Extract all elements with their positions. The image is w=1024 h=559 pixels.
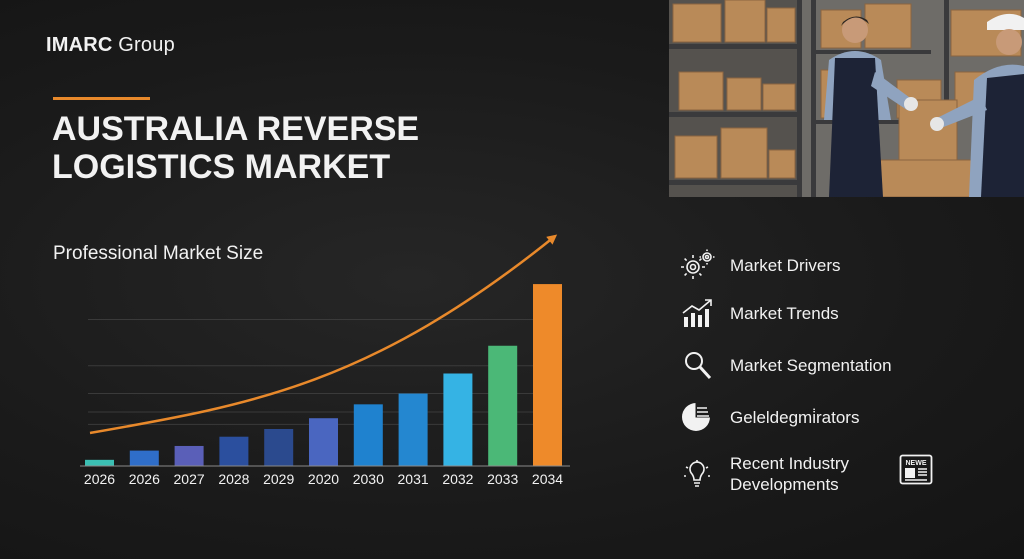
chart-bar xyxy=(488,345,518,466)
chart-bar xyxy=(129,450,159,466)
chart-bar xyxy=(443,373,473,466)
menu-item-label: Market Trends xyxy=(730,303,839,323)
menu-item-market-segmentation[interactable]: Market Segmentation xyxy=(680,348,892,382)
warehouse-scene-illustration xyxy=(669,0,1024,197)
chart-x-tick-labels: 2026 2026 2027 2028 2029 2020 2030 2031 2032 2033… xyxy=(84,471,563,487)
title-accent-line xyxy=(53,97,150,100)
brand-logo: IMARC Group xyxy=(46,34,175,57)
newspaper-icon[interactable]: NEWE xyxy=(899,454,933,491)
chart-bar xyxy=(309,418,338,466)
brand-name-strong: IMARC xyxy=(46,34,113,56)
page-title-line-2: LOGISTICS MARKET xyxy=(52,148,391,186)
lightbulb-icon xyxy=(680,457,718,491)
growth-trend-arrow xyxy=(89,234,558,435)
newspaper-masthead-text: NEWE xyxy=(906,460,927,467)
menu-item-label: Recent Industry Developments xyxy=(730,454,850,494)
menu-item-label: Market Segmentation xyxy=(730,355,892,375)
chart-bar xyxy=(174,445,204,466)
chart-x-tick-label: 2031 xyxy=(398,471,429,487)
page-title-line-1: AUSTRALIA REVERSE xyxy=(52,110,420,148)
chart-x-tick-label: 2034 xyxy=(532,471,563,487)
menu-item-market-drivers[interactable]: Market Drivers xyxy=(680,248,841,282)
chart-x-tick-label: 2026 xyxy=(84,471,115,487)
menu-item-segment-analysis[interactable]: Geleldegmi̇rators xyxy=(680,400,859,434)
chart-bars xyxy=(85,284,562,466)
menu-item-market-trends[interactable]: Market Trends xyxy=(680,296,839,330)
brand-name-light: Group xyxy=(112,34,175,56)
menu-item-recent-industry-developments[interactable]: Recent Industry Developments xyxy=(680,453,880,495)
chart-x-tick-label: 2020 xyxy=(308,471,339,487)
pie-chart-icon xyxy=(680,400,718,434)
magnifier-icon xyxy=(680,348,718,382)
chart-x-tick-label: 2027 xyxy=(174,471,205,487)
menu-item-label: Market Drivers xyxy=(730,255,841,275)
rising-bar-chart-icon xyxy=(680,296,718,330)
chart-bar xyxy=(85,459,114,466)
chart-bar xyxy=(219,436,249,466)
chart-x-tick-label: 2032 xyxy=(442,471,473,487)
chart-bar xyxy=(533,284,562,466)
chart-bar xyxy=(264,429,294,466)
chart-title: Professional Market Size xyxy=(53,243,264,264)
menu-item-label: Geleldegmi̇rators xyxy=(730,407,860,427)
chart-x-tick-label: 2026 xyxy=(129,471,160,487)
chart-x-tick-label: 2033 xyxy=(487,471,518,487)
market-size-chart: 2026 2026 2027 2028 2029 2020 2030 2031 2032 2033… xyxy=(80,234,570,487)
page-title: AUSTRALIA REVERSE LOGISTICS MARKET xyxy=(52,110,472,186)
chart-bar xyxy=(353,404,383,466)
chart-x-tick-label: 2030 xyxy=(353,471,384,487)
gears-icon xyxy=(680,248,718,282)
chart-bar xyxy=(398,393,428,466)
warehouse-photo xyxy=(669,0,1024,197)
chart-x-tick-label: 2028 xyxy=(218,471,249,487)
chart-x-tick-label: 2029 xyxy=(263,471,294,487)
